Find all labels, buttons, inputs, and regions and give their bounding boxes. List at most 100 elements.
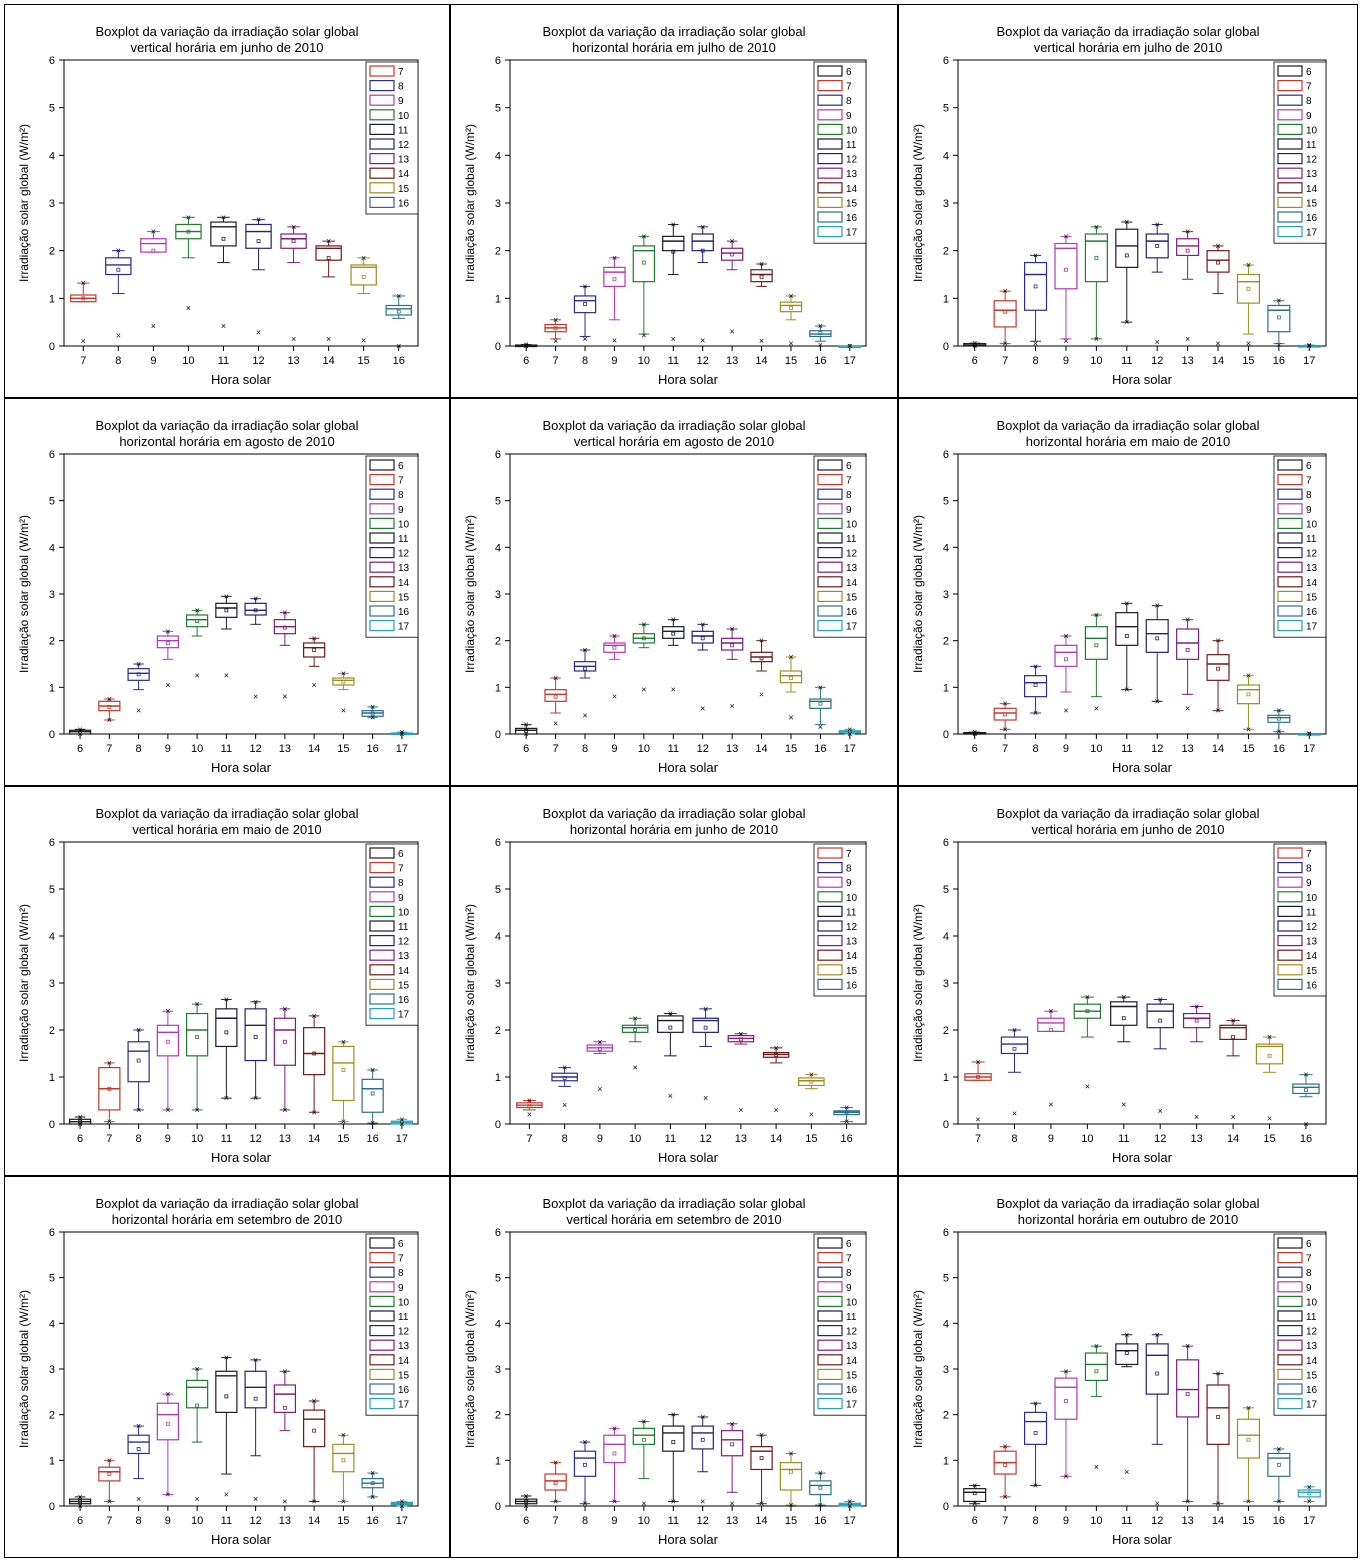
y-tick-label: 1 [495, 1455, 501, 1467]
legend-label: 16 [1306, 213, 1318, 224]
y-tick-label: 3 [495, 978, 501, 990]
x-tick-label: 8 [582, 355, 588, 367]
chart-title-line2: vertical horária em junho de 2010 [1032, 822, 1225, 837]
legend-swatch [1277, 935, 1303, 947]
legend-swatch [1277, 65, 1303, 77]
x-axis-label: Hora solar [658, 372, 719, 387]
min-marker: × [77, 729, 82, 739]
mean-marker [370, 711, 375, 716]
legend-label: 15 [398, 980, 410, 991]
mean-marker [612, 645, 617, 650]
plot-frame [957, 453, 1327, 735]
x-tick-label: 12 [1151, 743, 1163, 755]
legend-label: 10 [1306, 125, 1318, 136]
legend-label: 11 [1306, 1312, 1317, 1323]
min-marker: × [1215, 706, 1220, 716]
box [963, 1488, 987, 1503]
legend-swatch [1277, 1368, 1303, 1380]
x-tick-label: 7 [106, 743, 112, 755]
x-axis-label: Hora solar [1112, 1150, 1173, 1165]
plot-frame [509, 1231, 867, 1507]
mean-marker [671, 631, 676, 636]
y-tick-label: 1 [943, 682, 949, 694]
max-marker: × [253, 997, 258, 1007]
box [185, 614, 209, 628]
box [1054, 644, 1078, 667]
box [1176, 628, 1200, 660]
legend-swatch [369, 1295, 395, 1308]
max-marker: × [773, 1043, 778, 1053]
min-marker: × [641, 1499, 646, 1509]
max-marker: × [224, 994, 229, 1004]
min-marker: × [1121, 1099, 1126, 1109]
box [1176, 1359, 1200, 1418]
mean-marker [818, 1485, 823, 1490]
min-marker: × [553, 719, 558, 729]
x-tick-label: 16 [393, 355, 405, 367]
legend-label: 11 [1306, 140, 1317, 151]
x-tick-label: 15 [1242, 743, 1254, 755]
min-marker: × [291, 334, 296, 344]
x-tick-label: 9 [597, 1133, 603, 1145]
legend-swatch [817, 620, 843, 632]
box [280, 233, 307, 249]
max-marker: × [524, 340, 529, 350]
legend-label: 15 [846, 1370, 858, 1381]
chart-title-line1: Boxplot da variação da irradiação solar … [542, 24, 805, 39]
box [1219, 1024, 1247, 1041]
min-marker: × [1307, 1496, 1312, 1506]
x-tick-label: 7 [1002, 1515, 1008, 1527]
box [1267, 714, 1291, 723]
x-tick-label: 16 [840, 1133, 852, 1145]
x-tick-label: 7 [553, 743, 559, 755]
legend-swatch [817, 1295, 843, 1308]
legend-label: 16 [398, 198, 410, 209]
y-tick-label: 3 [49, 198, 55, 210]
panel-border [898, 786, 1358, 1176]
legend-swatch [369, 949, 395, 961]
plot-frame [63, 59, 419, 347]
chart-title-line2: vertical horária em maio de 2010 [132, 822, 321, 837]
y-tick-label: 3 [495, 198, 501, 210]
mean-marker [583, 302, 587, 306]
legend-swatch [369, 138, 395, 150]
box [632, 245, 656, 283]
mean-marker [1064, 657, 1068, 662]
x-tick-label: 13 [279, 1133, 291, 1145]
y-axis-label: Irradiação solar global (W/m²) [463, 124, 477, 282]
y-axis-label: Irradiação solar global (W/m²) [911, 515, 925, 673]
min-marker: × [1276, 340, 1281, 350]
min-marker: × [165, 1105, 170, 1115]
legend-swatch [817, 1310, 843, 1322]
x-tick-label: 14 [308, 1515, 320, 1527]
y-tick-label: 5 [49, 1273, 55, 1285]
mean-marker [1094, 1369, 1099, 1374]
mean-marker [1158, 1018, 1163, 1023]
legend-label: 14 [846, 578, 858, 589]
chart-title-line1: Boxplot da variação da irradiação solar … [542, 1196, 805, 1211]
y-tick-label: 5 [49, 496, 55, 508]
legend-label: 16 [846, 980, 858, 991]
max-marker: × [194, 1364, 199, 1374]
y-tick-label: 0 [943, 729, 949, 741]
legend-label: 13 [398, 951, 410, 962]
legend-box [365, 843, 419, 1026]
legend-label: 8 [1306, 864, 1312, 875]
x-tick-label: 15 [337, 1515, 349, 1527]
x-tick-label: 11 [1121, 355, 1132, 367]
legend-label: 7 [398, 1254, 404, 1265]
x-tick-label: 12 [250, 1515, 262, 1527]
box [105, 257, 132, 276]
legend-swatch [817, 964, 843, 976]
mean-marker [224, 1394, 229, 1399]
legend-swatch [1277, 576, 1303, 588]
min-marker: × [370, 713, 375, 723]
legend-label: 15 [846, 966, 858, 977]
x-tick-label: 9 [1063, 355, 1069, 367]
mean-marker [136, 1058, 141, 1063]
mean-marker [847, 344, 852, 348]
legend-swatch [817, 1383, 843, 1395]
min-marker: × [1012, 1109, 1017, 1119]
x-tick-label: 9 [1048, 1133, 1054, 1145]
legend-label: 10 [846, 893, 858, 904]
